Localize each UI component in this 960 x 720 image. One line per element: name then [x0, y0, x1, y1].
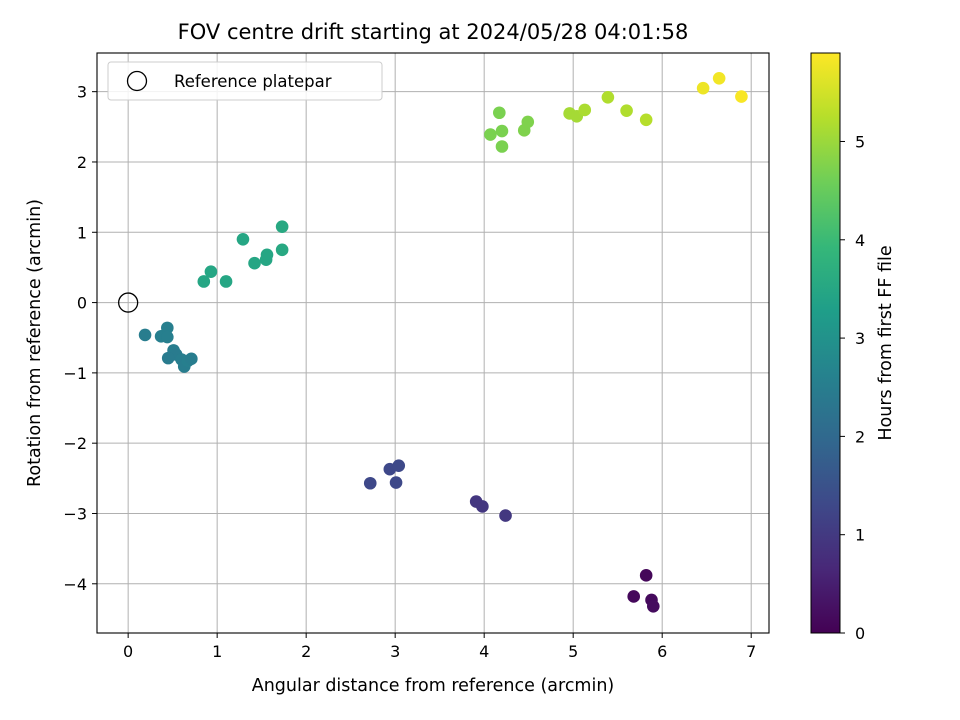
- data-points: [118, 72, 748, 613]
- x-tick-label: 4: [479, 642, 489, 661]
- y-tick-label: 1: [77, 223, 87, 242]
- colorbar-label: Hours from first FF file: [876, 245, 896, 440]
- x-tick-label: 0: [123, 642, 133, 661]
- data-point: [521, 115, 535, 129]
- colorbar: 0 1 2 3 4 5 Hours from first FF file: [810, 52, 896, 643]
- data-point: [363, 476, 377, 490]
- data-point: [476, 500, 489, 513]
- data-point: [484, 128, 497, 141]
- y-axis-label: Rotation from reference (arcmin): [25, 199, 45, 487]
- data-point: [204, 265, 218, 278]
- grid: [97, 53, 769, 633]
- y-tick-label: −2: [63, 434, 87, 453]
- colorbar-tick-label: 3: [855, 329, 865, 348]
- x-tick-label: 3: [390, 642, 400, 661]
- data-point: [578, 103, 592, 117]
- y-tick-label: 3: [77, 83, 87, 102]
- chart-title: FOV centre drift starting at 2024/05/28 …: [178, 20, 689, 44]
- data-point: [696, 81, 710, 95]
- y-tick-label: −1: [63, 364, 87, 383]
- data-point: [735, 90, 748, 103]
- data-point: [627, 590, 641, 603]
- plot-frame: [96, 52, 770, 634]
- data-point: [161, 330, 174, 344]
- data-point: [495, 140, 509, 153]
- data-point: [185, 352, 198, 366]
- x-axis-ticks: 0 1 2 3 4 5 6 7: [123, 633, 756, 661]
- data-point: [493, 106, 506, 120]
- x-tick-label: 5: [568, 642, 578, 661]
- y-tick-label: 2: [77, 153, 87, 172]
- y-tick-label: 0: [77, 294, 87, 313]
- data-point: [197, 275, 211, 288]
- legend-marker-open-circle: [126, 70, 148, 92]
- x-tick-label: 1: [212, 642, 222, 661]
- data-point: [646, 599, 660, 613]
- data-point: [389, 476, 403, 489]
- data-point: [138, 328, 152, 342]
- x-tick-label: 7: [746, 642, 756, 661]
- data-point: [601, 90, 615, 104]
- y-tick-label: −3: [63, 504, 87, 523]
- data-point: [260, 248, 274, 262]
- data-point: [639, 569, 653, 582]
- colorbar-tick-label: 0: [855, 624, 865, 643]
- data-point: [639, 113, 653, 127]
- legend: Reference platepar: [107, 61, 383, 101]
- colorbar-tick-label: 5: [855, 132, 865, 151]
- y-axis-ticks: −4 −3 −2 −1 0 1 2 3: [63, 83, 97, 594]
- legend-box: [107, 61, 383, 101]
- data-point: [495, 124, 509, 138]
- data-point: [219, 275, 233, 288]
- x-axis-label: Angular distance from reference (arcmin): [252, 676, 615, 696]
- colorbar-tick-label: 4: [855, 231, 865, 250]
- reference-platepar-marker: [118, 292, 139, 313]
- colorbar-tick-label: 2: [855, 427, 865, 446]
- data-point: [712, 72, 726, 85]
- data-point: [248, 256, 261, 270]
- data-point: [161, 351, 175, 365]
- data-point: [499, 509, 512, 522]
- data-point: [620, 104, 633, 117]
- x-tick-label: 2: [301, 642, 311, 661]
- colorbar-gradient: [810, 52, 841, 634]
- data-point: [275, 243, 289, 257]
- legend-label: Reference platepar: [174, 72, 332, 91]
- data-point: [392, 459, 406, 472]
- y-tick-label: −4: [63, 575, 87, 594]
- colorbar-tick-label: 1: [855, 526, 865, 545]
- colorbar-ticks: 0 1 2 3 4 5: [840, 132, 865, 643]
- data-point: [275, 220, 289, 233]
- x-tick-label: 6: [657, 642, 667, 661]
- data-point: [236, 233, 250, 246]
- data-point: [161, 321, 174, 335]
